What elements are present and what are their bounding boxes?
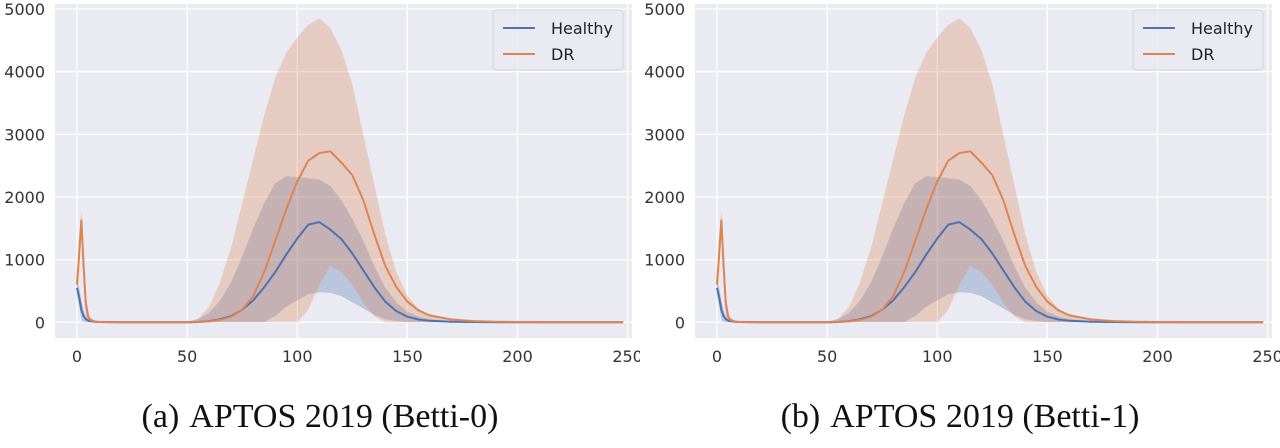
line-dr bbox=[716, 150, 1264, 324]
x-tick-label: 100 bbox=[282, 347, 313, 366]
y-tick-label: 2000 bbox=[644, 188, 685, 207]
caption-b-label: (b) bbox=[780, 398, 821, 435]
y-tick-label: 1000 bbox=[644, 251, 685, 270]
caption-a: (a) APTOS 2019 (Betti-0) bbox=[0, 398, 640, 436]
chart-b: 0 50 100 150 200 250 0 1000 2000 3000 4000 5000 Heal… bbox=[644, 0, 1280, 366]
x-tick-label: 150 bbox=[392, 347, 423, 366]
y-tick-label: 0 bbox=[675, 313, 685, 332]
x-tick-label: 0 bbox=[72, 347, 82, 366]
chart-a: 0 50 100 150 200 250 0 1000 2000 3000 4000 5000 Heal… bbox=[4, 0, 640, 366]
x-tick-label: 0 bbox=[712, 347, 722, 366]
y-tick-label: 5000 bbox=[4, 0, 45, 19]
x-tick-label: 150 bbox=[1032, 347, 1063, 366]
y-tick-label: 5000 bbox=[644, 0, 685, 19]
caption-a-label: (a) bbox=[141, 398, 180, 435]
x-tick-label: 50 bbox=[177, 347, 197, 366]
legend-label-dr: DR bbox=[551, 45, 574, 64]
caption-b-text: APTOS 2019 (Betti-1) bbox=[830, 398, 1140, 435]
y-tick-label: 4000 bbox=[644, 63, 685, 82]
x-tick-label: 250 bbox=[612, 347, 640, 366]
legend: Healthy DR bbox=[1132, 9, 1264, 71]
caption-a-text: APTOS 2019 (Betti-0) bbox=[189, 398, 499, 435]
y-tick-label: 0 bbox=[35, 313, 45, 332]
y-tick-label: 1000 bbox=[4, 251, 45, 270]
legend: Healthy DR bbox=[492, 9, 624, 71]
caption-b: (b) APTOS 2019 (Betti-1) bbox=[640, 398, 1280, 436]
legend-label-healthy: Healthy bbox=[551, 19, 613, 38]
x-tick-label: 200 bbox=[502, 347, 533, 366]
x-tick-label: 100 bbox=[922, 347, 953, 366]
y-tick-label: 3000 bbox=[644, 125, 685, 144]
x-tick-label: 50 bbox=[817, 347, 837, 366]
band-dr bbox=[77, 18, 624, 323]
x-tick-label: 250 bbox=[1252, 347, 1280, 366]
chart-panel-b: 0 50 100 150 200 250 0 1000 2000 3000 4000 5000 Heal… bbox=[640, 0, 1280, 448]
y-tick-label: 4000 bbox=[4, 63, 45, 82]
line-dr bbox=[76, 150, 624, 324]
y-tick-label: 2000 bbox=[4, 188, 45, 207]
legend-label-dr: DR bbox=[1191, 45, 1214, 64]
legend-label-healthy: Healthy bbox=[1191, 19, 1253, 38]
chart-panel-a: 0 50 100 150 200 250 0 1000 2000 3000 4000 5000 Heal… bbox=[0, 0, 640, 436]
band-dr bbox=[717, 18, 1264, 323]
x-tick-label: 200 bbox=[1142, 347, 1173, 366]
y-tick-label: 3000 bbox=[4, 125, 45, 144]
